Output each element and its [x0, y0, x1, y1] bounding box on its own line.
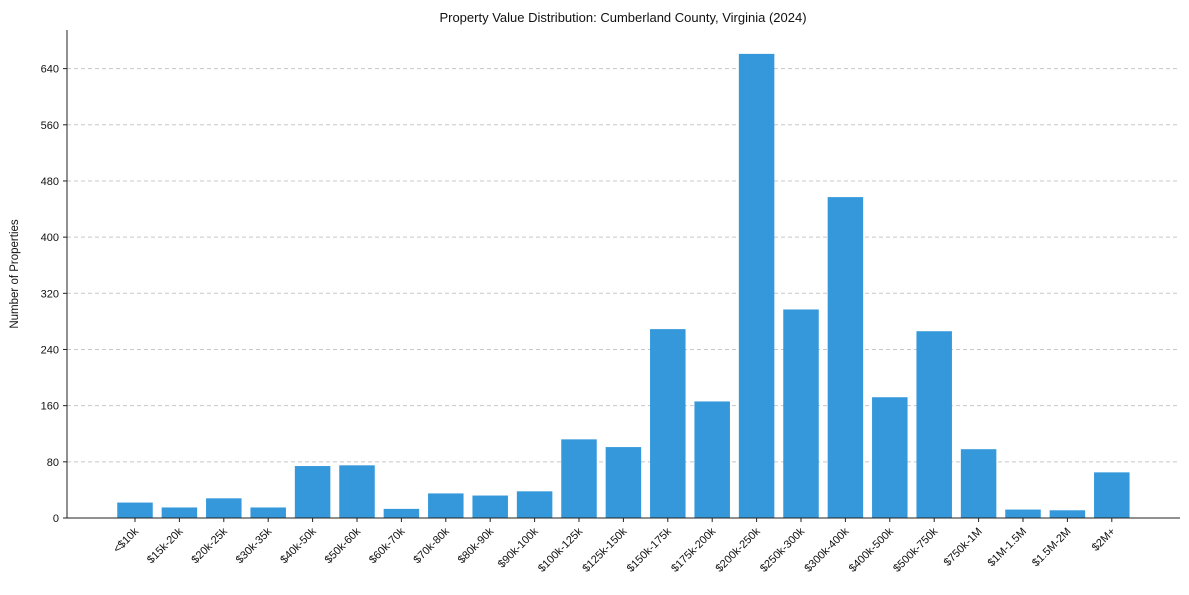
bar	[561, 439, 597, 518]
x-tick-label: $60k-70k	[367, 525, 408, 566]
bar	[960, 449, 997, 518]
bar	[250, 507, 286, 518]
chart-title: Property Value Distribution: Cumberland …	[439, 10, 806, 25]
x-ticks: <$10k $15k-20k $20k-25k $30k-35k $40k-50k $50…	[111, 518, 1118, 575]
bars	[117, 53, 1130, 519]
bar	[383, 508, 420, 518]
bar	[783, 309, 819, 518]
x-tick-label: $1.5M-2M	[1030, 526, 1074, 570]
bar	[1049, 510, 1086, 518]
y-tick-label: 640	[41, 64, 59, 76]
bar	[827, 197, 864, 519]
x-tick-label: $1M-1.5M	[986, 526, 1030, 570]
x-tick-label: $15k-20k	[145, 525, 186, 566]
bar	[916, 331, 952, 518]
bar	[294, 466, 331, 518]
y-tick-label: 80	[47, 457, 59, 469]
bar	[206, 498, 242, 518]
x-tick-label: $2M+	[1090, 526, 1118, 554]
x-tick-label: $200k-250k	[714, 525, 763, 574]
y-axis-label: Number of Properties	[9, 219, 21, 329]
x-tick-label: $150k-175k	[625, 525, 674, 574]
bar	[694, 401, 730, 518]
bar	[872, 397, 908, 518]
y-tick-label: 240	[41, 344, 59, 356]
grid-lines	[67, 68, 1180, 463]
bar	[1005, 509, 1041, 518]
bar	[117, 502, 153, 518]
y-tick-label: 560	[41, 120, 59, 132]
x-tick-label: $70k-80k	[411, 525, 452, 566]
y-ticks: 0 80 160 240 320 400 480 560 640	[41, 64, 67, 525]
x-tick-label: $250k-300k	[758, 525, 807, 574]
bar	[339, 465, 375, 518]
x-tick-label: $20k-25k	[189, 525, 230, 566]
bar	[605, 447, 642, 518]
bar	[650, 329, 686, 518]
x-tick-label: $300k-400k	[802, 525, 851, 574]
x-tick-label: <$10k	[111, 525, 141, 555]
x-tick-label: $175k-200k	[669, 525, 718, 574]
x-tick-label: $40k-50k	[278, 525, 319, 566]
axes	[66, 30, 1180, 519]
x-tick-label: $50k-60k	[323, 525, 364, 566]
x-tick-label: $750k-1M	[942, 526, 985, 569]
x-tick-label: $400k-500k	[847, 525, 896, 574]
x-tick-label: $30k-35k	[234, 525, 275, 566]
x-tick-label: $100k-125k	[536, 525, 585, 574]
x-tick-label: $500k-750k	[891, 525, 940, 574]
bar	[1094, 472, 1130, 518]
x-tick-label: $80k-90k	[456, 525, 497, 566]
bar	[738, 53, 775, 518]
bar	[516, 491, 553, 518]
x-tick-label: $90k-100k	[496, 525, 541, 570]
y-tick-label: 0	[53, 513, 59, 525]
y-tick-label: 320	[41, 288, 59, 300]
y-tick-label: 480	[41, 176, 59, 188]
bar	[472, 495, 508, 518]
y-tick-label: 400	[41, 232, 59, 244]
y-tick-label: 160	[41, 401, 59, 413]
x-tick-label: $125k-150k	[580, 525, 629, 574]
bar	[428, 493, 464, 518]
bar	[161, 507, 198, 518]
